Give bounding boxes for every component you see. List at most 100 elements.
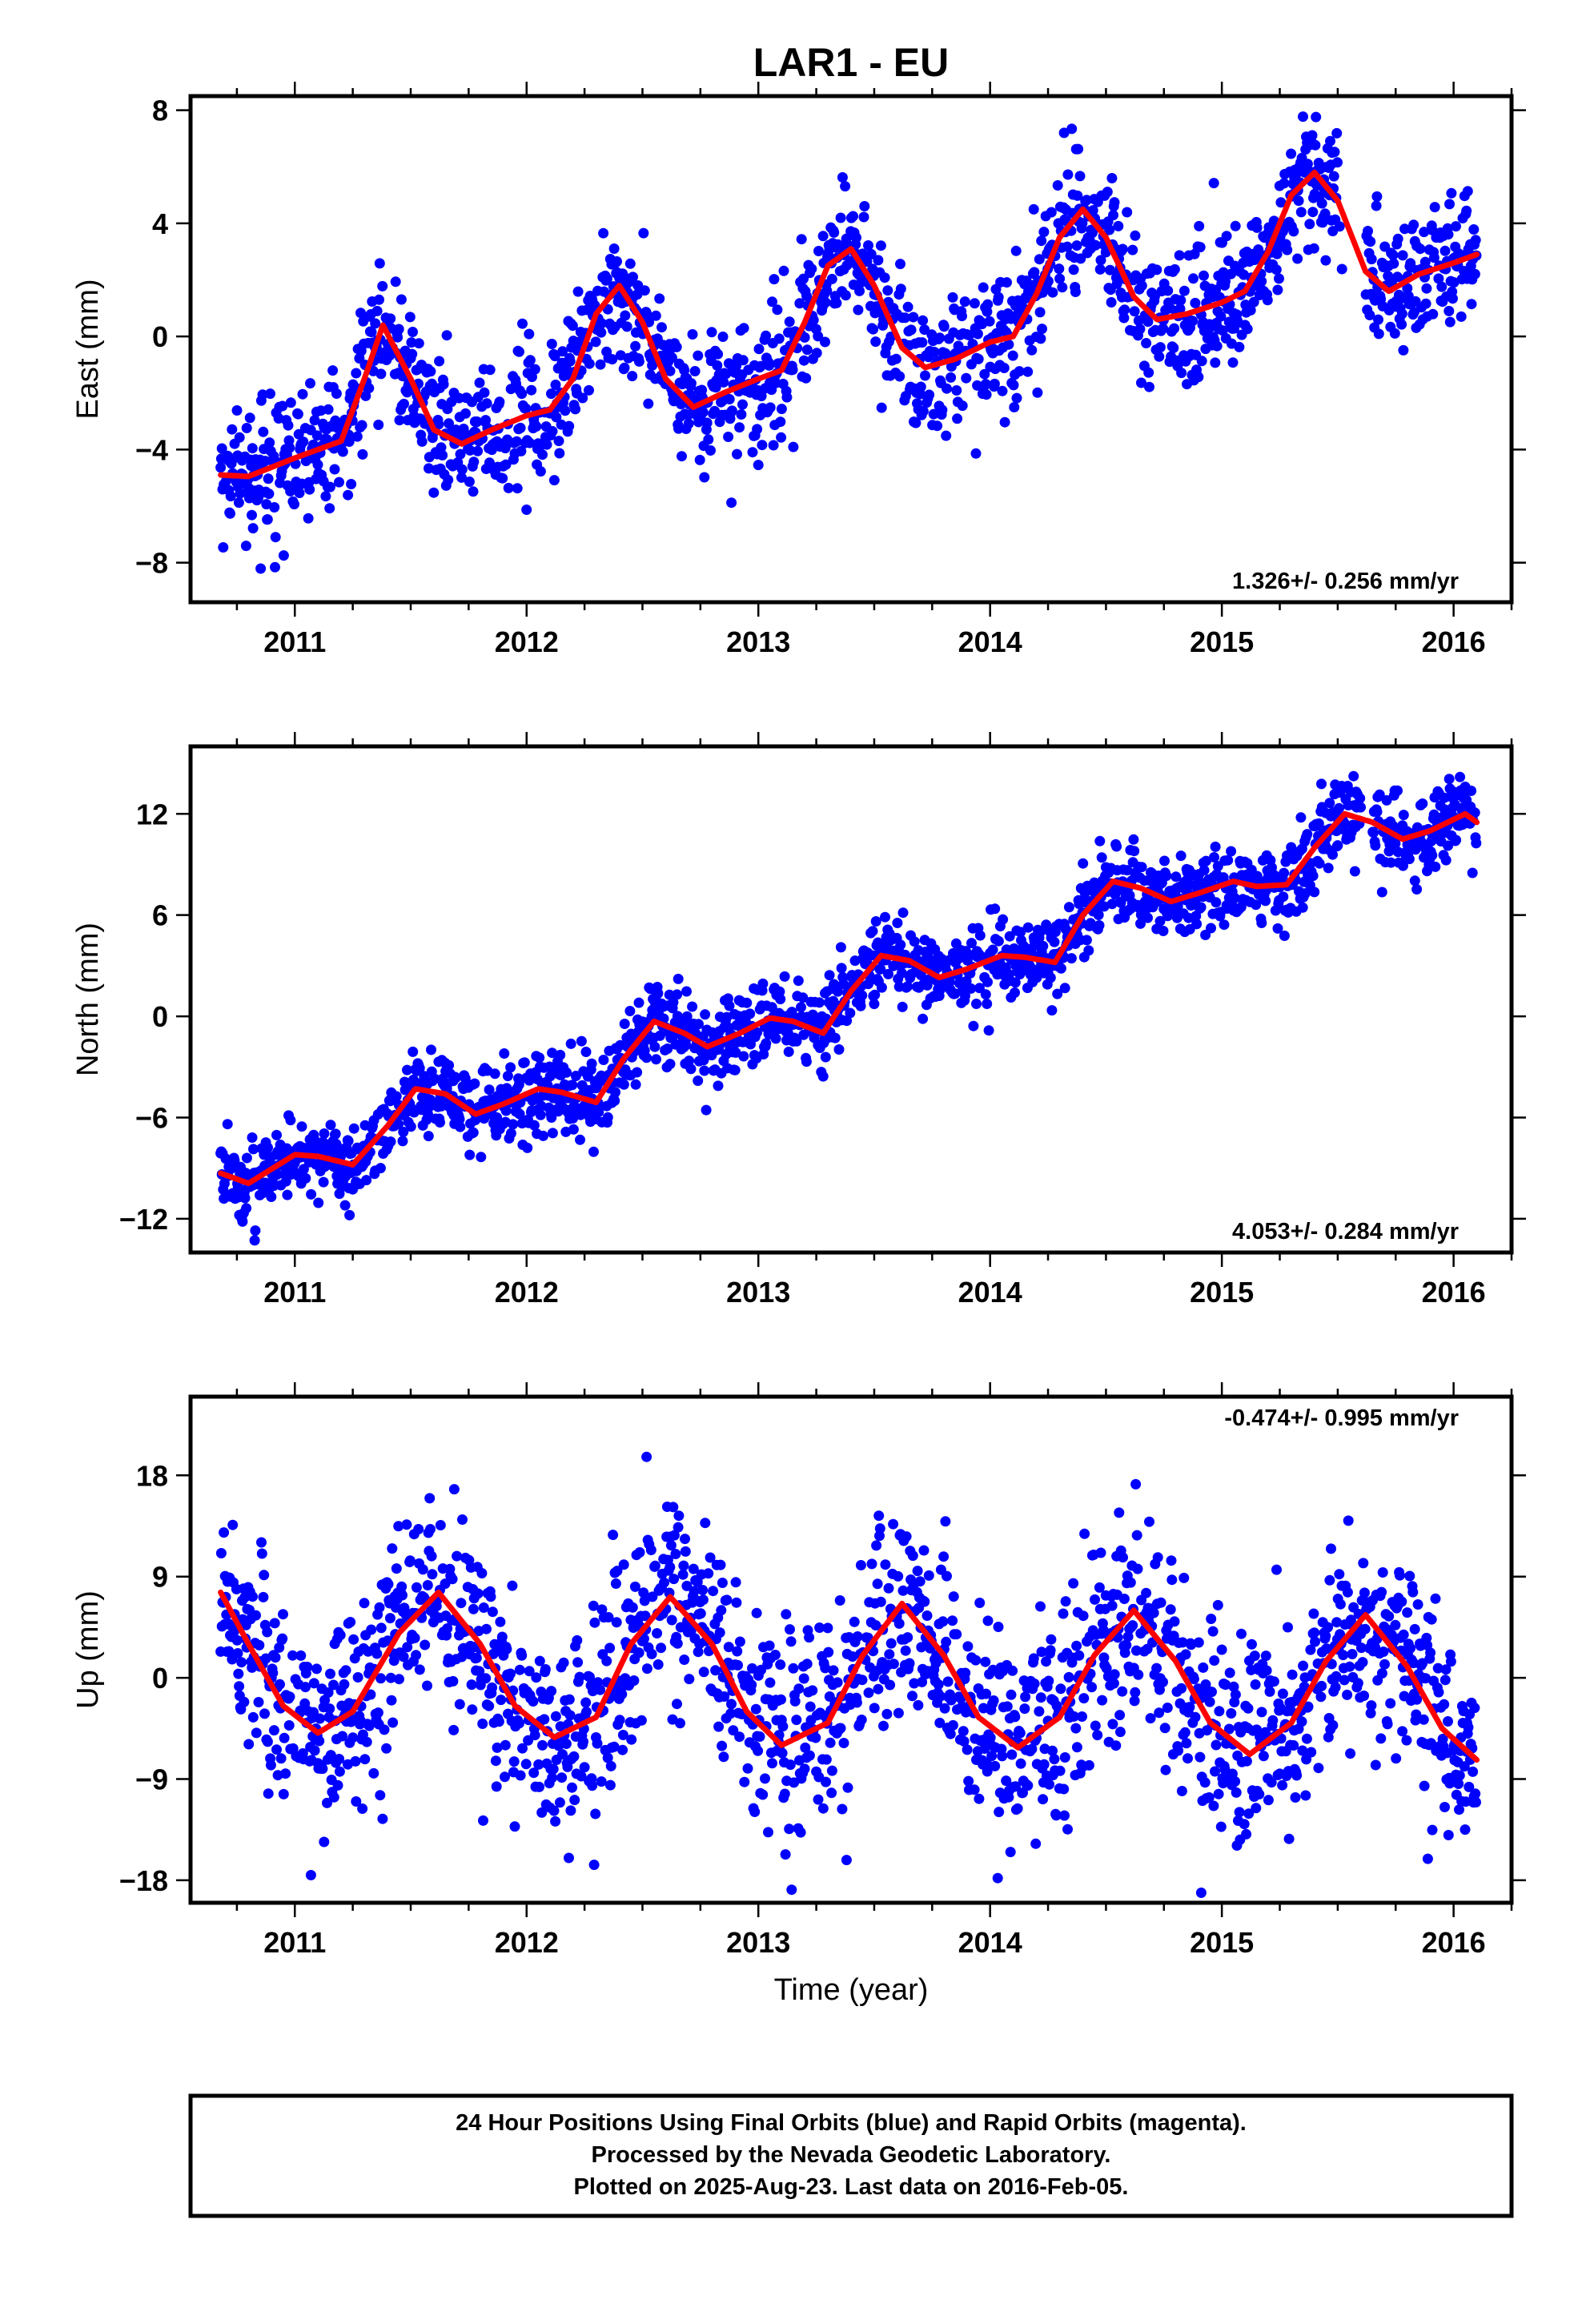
data-point <box>227 1519 239 1530</box>
data-point <box>1174 304 1186 315</box>
data-point <box>701 1104 712 1116</box>
data-point <box>257 389 268 400</box>
data-point <box>1373 328 1384 340</box>
data-point <box>1170 871 1182 883</box>
y-axis-label: East (mm) <box>71 279 105 419</box>
data-point <box>1083 1759 1094 1771</box>
data-point <box>863 240 873 251</box>
data-point <box>1286 148 1297 159</box>
data-point <box>721 1594 733 1606</box>
data-point <box>1203 1792 1215 1803</box>
data-point <box>769 1650 781 1660</box>
data-point <box>528 1696 539 1707</box>
data-point <box>348 1123 359 1134</box>
data-point <box>917 315 929 326</box>
data-point <box>596 318 608 329</box>
data-point <box>1331 127 1343 139</box>
data-point <box>1043 1675 1054 1687</box>
data-point <box>328 1679 339 1691</box>
data-point <box>1182 1753 1193 1764</box>
data-point <box>1049 1754 1060 1765</box>
data-point <box>1388 258 1399 269</box>
data-point <box>811 348 822 359</box>
data-point <box>547 1772 558 1783</box>
data-point <box>568 1124 579 1135</box>
data-point <box>514 1718 524 1729</box>
data-point <box>1059 983 1070 994</box>
data-point <box>1251 899 1262 911</box>
y-tick-label: −6 <box>135 1101 168 1134</box>
data-point <box>958 1735 970 1747</box>
data-point <box>1448 277 1460 288</box>
data-point <box>315 1713 325 1724</box>
data-point <box>434 356 445 367</box>
data-point <box>469 1078 480 1089</box>
data-point <box>974 983 985 994</box>
data-point <box>974 930 986 941</box>
data-point <box>672 1638 683 1649</box>
data-point <box>1077 1711 1087 1722</box>
data-point <box>941 1636 952 1647</box>
data-point <box>865 248 877 259</box>
data-point <box>379 1724 390 1735</box>
data-point <box>586 1058 597 1069</box>
data-point <box>1078 1693 1090 1704</box>
data-point <box>835 1723 846 1734</box>
data-point <box>831 297 842 308</box>
data-point <box>561 1067 572 1078</box>
data-point <box>411 1650 422 1661</box>
data-point <box>255 563 267 574</box>
data-point <box>1339 818 1351 830</box>
data-point <box>834 1595 845 1606</box>
data-point <box>713 348 724 360</box>
data-point <box>998 363 1010 373</box>
data-point <box>764 1640 775 1651</box>
data-point <box>1392 846 1403 858</box>
data-point <box>855 1000 866 1011</box>
data-point <box>311 430 323 441</box>
data-point <box>468 486 479 497</box>
data-point <box>1070 287 1081 297</box>
data-point <box>983 1025 994 1036</box>
data-point <box>1111 841 1122 852</box>
data-point <box>1006 1689 1017 1700</box>
data-point <box>1074 1650 1085 1661</box>
data-point <box>1328 171 1339 182</box>
data-point <box>535 1109 546 1120</box>
data-point <box>1154 1707 1165 1719</box>
data-point <box>454 1699 465 1710</box>
data-point <box>337 1731 348 1742</box>
data-point <box>1034 254 1045 265</box>
data-point <box>1143 367 1154 378</box>
data-point <box>485 1591 496 1602</box>
data-point <box>433 419 444 430</box>
x-tick-label: 2013 <box>726 1926 790 1959</box>
data-point <box>832 986 843 997</box>
data-point <box>1114 1727 1126 1738</box>
data-point <box>870 916 881 927</box>
data-point <box>952 413 963 424</box>
data-point <box>292 408 303 420</box>
data-point <box>826 273 837 284</box>
data-point <box>832 1677 843 1688</box>
data-point <box>216 443 227 454</box>
data-point <box>529 364 540 375</box>
data-point <box>1158 323 1169 334</box>
data-point <box>984 316 995 327</box>
data-point <box>624 258 636 269</box>
data-point <box>867 926 878 937</box>
data-point <box>550 380 561 390</box>
data-point <box>1364 310 1375 320</box>
data-point <box>1262 295 1273 306</box>
data-point <box>1365 236 1376 247</box>
data-point <box>365 1689 376 1700</box>
data-point <box>366 1624 377 1635</box>
data-point <box>919 1596 930 1607</box>
data-point <box>1389 328 1400 339</box>
data-point <box>1334 221 1345 232</box>
data-point <box>1207 1626 1219 1637</box>
data-point <box>788 1663 799 1674</box>
data-point <box>705 445 716 456</box>
data-point <box>375 368 387 380</box>
